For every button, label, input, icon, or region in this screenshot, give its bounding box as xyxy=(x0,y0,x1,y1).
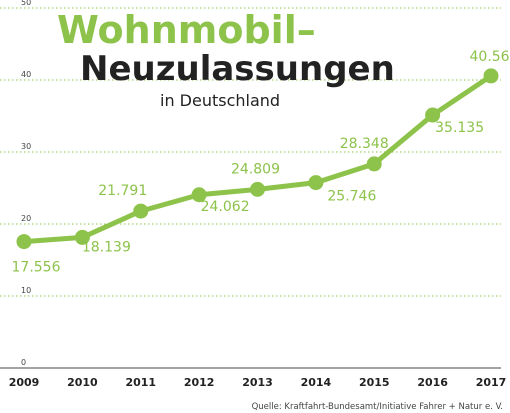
data-label: 24.809 xyxy=(231,161,280,177)
data-point xyxy=(366,156,382,172)
data-label: 35.135 xyxy=(435,120,484,136)
data-label: 25.746 xyxy=(327,189,376,205)
x-axis-ticks: 2009 2010 2011 2012 2013 2014 2015 2016 2017 xyxy=(9,376,507,389)
y-tick-label: 40 xyxy=(21,70,31,79)
data-label: 24.062 xyxy=(201,199,250,215)
data-point xyxy=(308,175,324,191)
source-note: Quelle: Kraftfahrt-Bundesamt/Initiative … xyxy=(252,402,503,412)
data-points xyxy=(16,68,499,250)
data-label: 21.791 xyxy=(98,183,147,199)
data-point xyxy=(425,107,441,123)
x-tick-label: 2009 xyxy=(9,376,40,389)
y-tick-label: 20 xyxy=(21,214,31,223)
data-point xyxy=(16,234,32,250)
y-axis-ticks: 0 10 20 30 40 50 xyxy=(21,0,31,367)
x-tick-label: 2017 xyxy=(476,376,507,389)
y-tick-label: 50 xyxy=(21,0,31,7)
data-point xyxy=(74,229,90,245)
data-label: 28.348 xyxy=(340,136,389,152)
y-tick-label: 30 xyxy=(21,142,31,151)
data-point xyxy=(250,181,265,197)
chart-title-line1: Wohnmobil– xyxy=(57,8,316,52)
y-tick-label: 0 xyxy=(21,358,26,367)
data-labels: 17.556 18.139 21.791 24.062 24.809 25.746 28.3… xyxy=(12,49,510,276)
x-tick-label: 2010 xyxy=(67,376,98,389)
data-point xyxy=(191,187,207,203)
data-label: 17.556 xyxy=(12,260,61,276)
data-point xyxy=(483,68,499,84)
data-label: 40.567 xyxy=(470,49,510,65)
gridlines xyxy=(0,7,501,297)
y-tick-label: 10 xyxy=(21,286,31,295)
chart-subtitle: in Deutschland xyxy=(160,91,280,110)
x-tick-label: 2013 xyxy=(242,376,273,389)
x-tick-label: 2016 xyxy=(417,376,448,389)
data-label: 18.139 xyxy=(82,239,131,255)
x-tick-label: 2014 xyxy=(301,376,332,389)
data-point xyxy=(133,203,149,219)
chart-title-line2: Neuzulassungen xyxy=(80,49,395,89)
x-tick-label: 2011 xyxy=(125,376,156,389)
x-tick-label: 2015 xyxy=(359,376,390,389)
x-tick-label: 2012 xyxy=(184,376,215,389)
